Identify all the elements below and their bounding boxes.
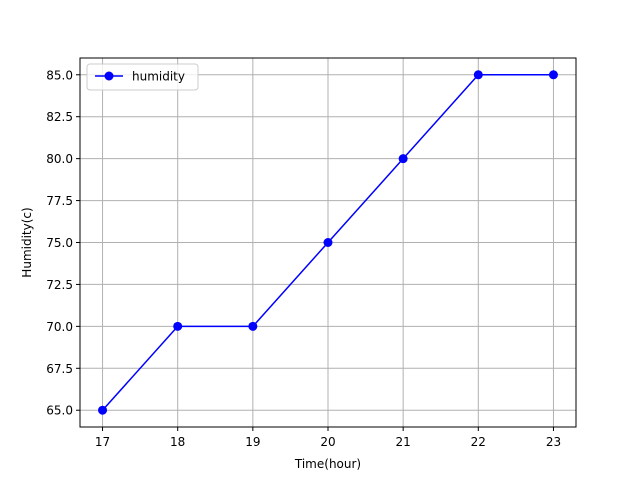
y-tick-label: 72.5 xyxy=(46,278,73,292)
y-tick-label: 80.0 xyxy=(46,152,73,166)
data-point xyxy=(98,405,108,415)
data-point xyxy=(548,70,558,80)
y-tick-label: 77.5 xyxy=(46,194,73,208)
x-tick-label: 21 xyxy=(396,435,411,449)
legend-box xyxy=(86,63,199,91)
data-point xyxy=(323,238,333,247)
ticks: 17 18 19 20 21 22 23 65.0 67.5 70.0 72.5 75.0 77.5 80… xyxy=(46,68,561,449)
data-point xyxy=(173,321,183,331)
data-point xyxy=(473,70,483,80)
y-axis-label: Humidity(c) xyxy=(20,207,34,277)
y-tick-label: 85.0 xyxy=(46,68,73,82)
x-tick-label: 20 xyxy=(320,435,335,449)
data-point xyxy=(248,321,258,331)
y-tick-label: 65.0 xyxy=(46,404,73,418)
data-point xyxy=(398,154,408,164)
grid xyxy=(80,58,576,427)
x-tick-label: 19 xyxy=(245,435,260,449)
x-tick-label: 17 xyxy=(95,435,110,449)
y-tick-label: 70.0 xyxy=(46,320,73,334)
legend-entry-humidity: humidity xyxy=(132,70,185,84)
y-tick-label: 82.5 xyxy=(46,110,73,124)
x-tick-label: 23 xyxy=(546,435,561,449)
legend-marker-swatch xyxy=(104,71,114,81)
y-tick-label: 75.0 xyxy=(46,236,73,250)
x-tick-label: 18 xyxy=(170,435,185,449)
series-layer xyxy=(98,70,558,415)
legend: humidity xyxy=(86,63,199,91)
x-tick-label: 22 xyxy=(471,435,486,449)
x-axis-label: Time(hour) xyxy=(294,457,361,471)
y-tick-label: 67.5 xyxy=(46,362,73,376)
